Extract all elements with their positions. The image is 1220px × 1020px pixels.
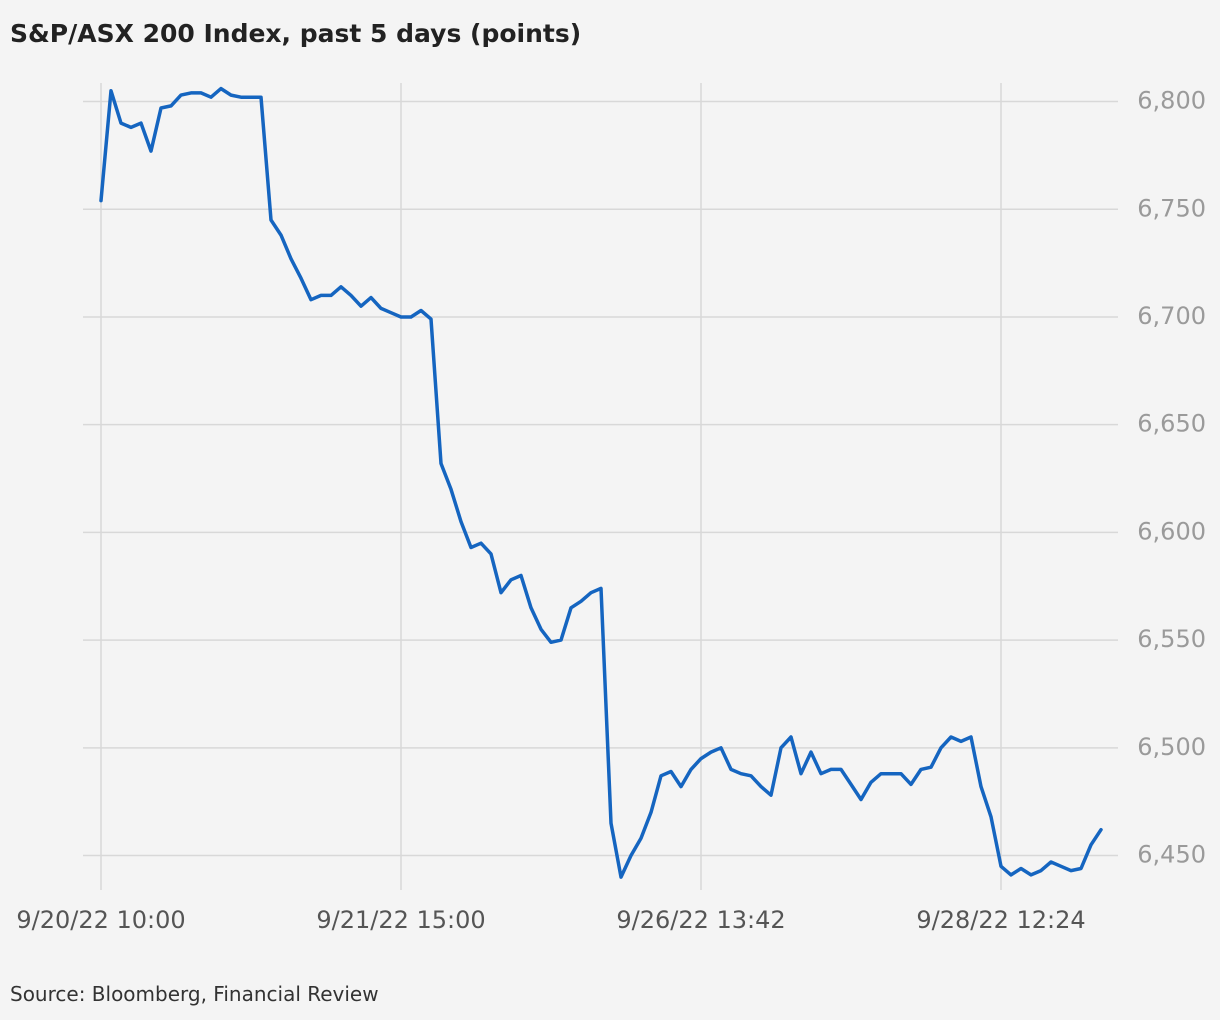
- y-tick-label: 6,800: [1137, 87, 1206, 115]
- y-tick-label: 6,650: [1137, 410, 1206, 438]
- y-tick-label: 6,450: [1137, 841, 1206, 869]
- x-tick-label: 9/26/22 13:42: [616, 906, 785, 934]
- y-tick-label: 6,600: [1137, 517, 1206, 545]
- source: Source: Bloomberg, Financial Review: [10, 982, 379, 1006]
- x-tick-label: 9/21/22 15:00: [316, 906, 485, 934]
- y-tick-label: 6,700: [1137, 302, 1206, 330]
- x-tick-label: 9/20/22 10:00: [16, 906, 185, 934]
- y-tick-label: 6,500: [1137, 733, 1206, 761]
- x-tick-label: 9/28/22 12:24: [916, 906, 1085, 934]
- y-tick-label: 6,550: [1137, 625, 1206, 653]
- y-tick-label: 6,750: [1137, 194, 1206, 222]
- line-series: [99, 86, 1103, 879]
- chart-title: S&P/ASX 200 Index, past 5 days (points): [10, 19, 581, 48]
